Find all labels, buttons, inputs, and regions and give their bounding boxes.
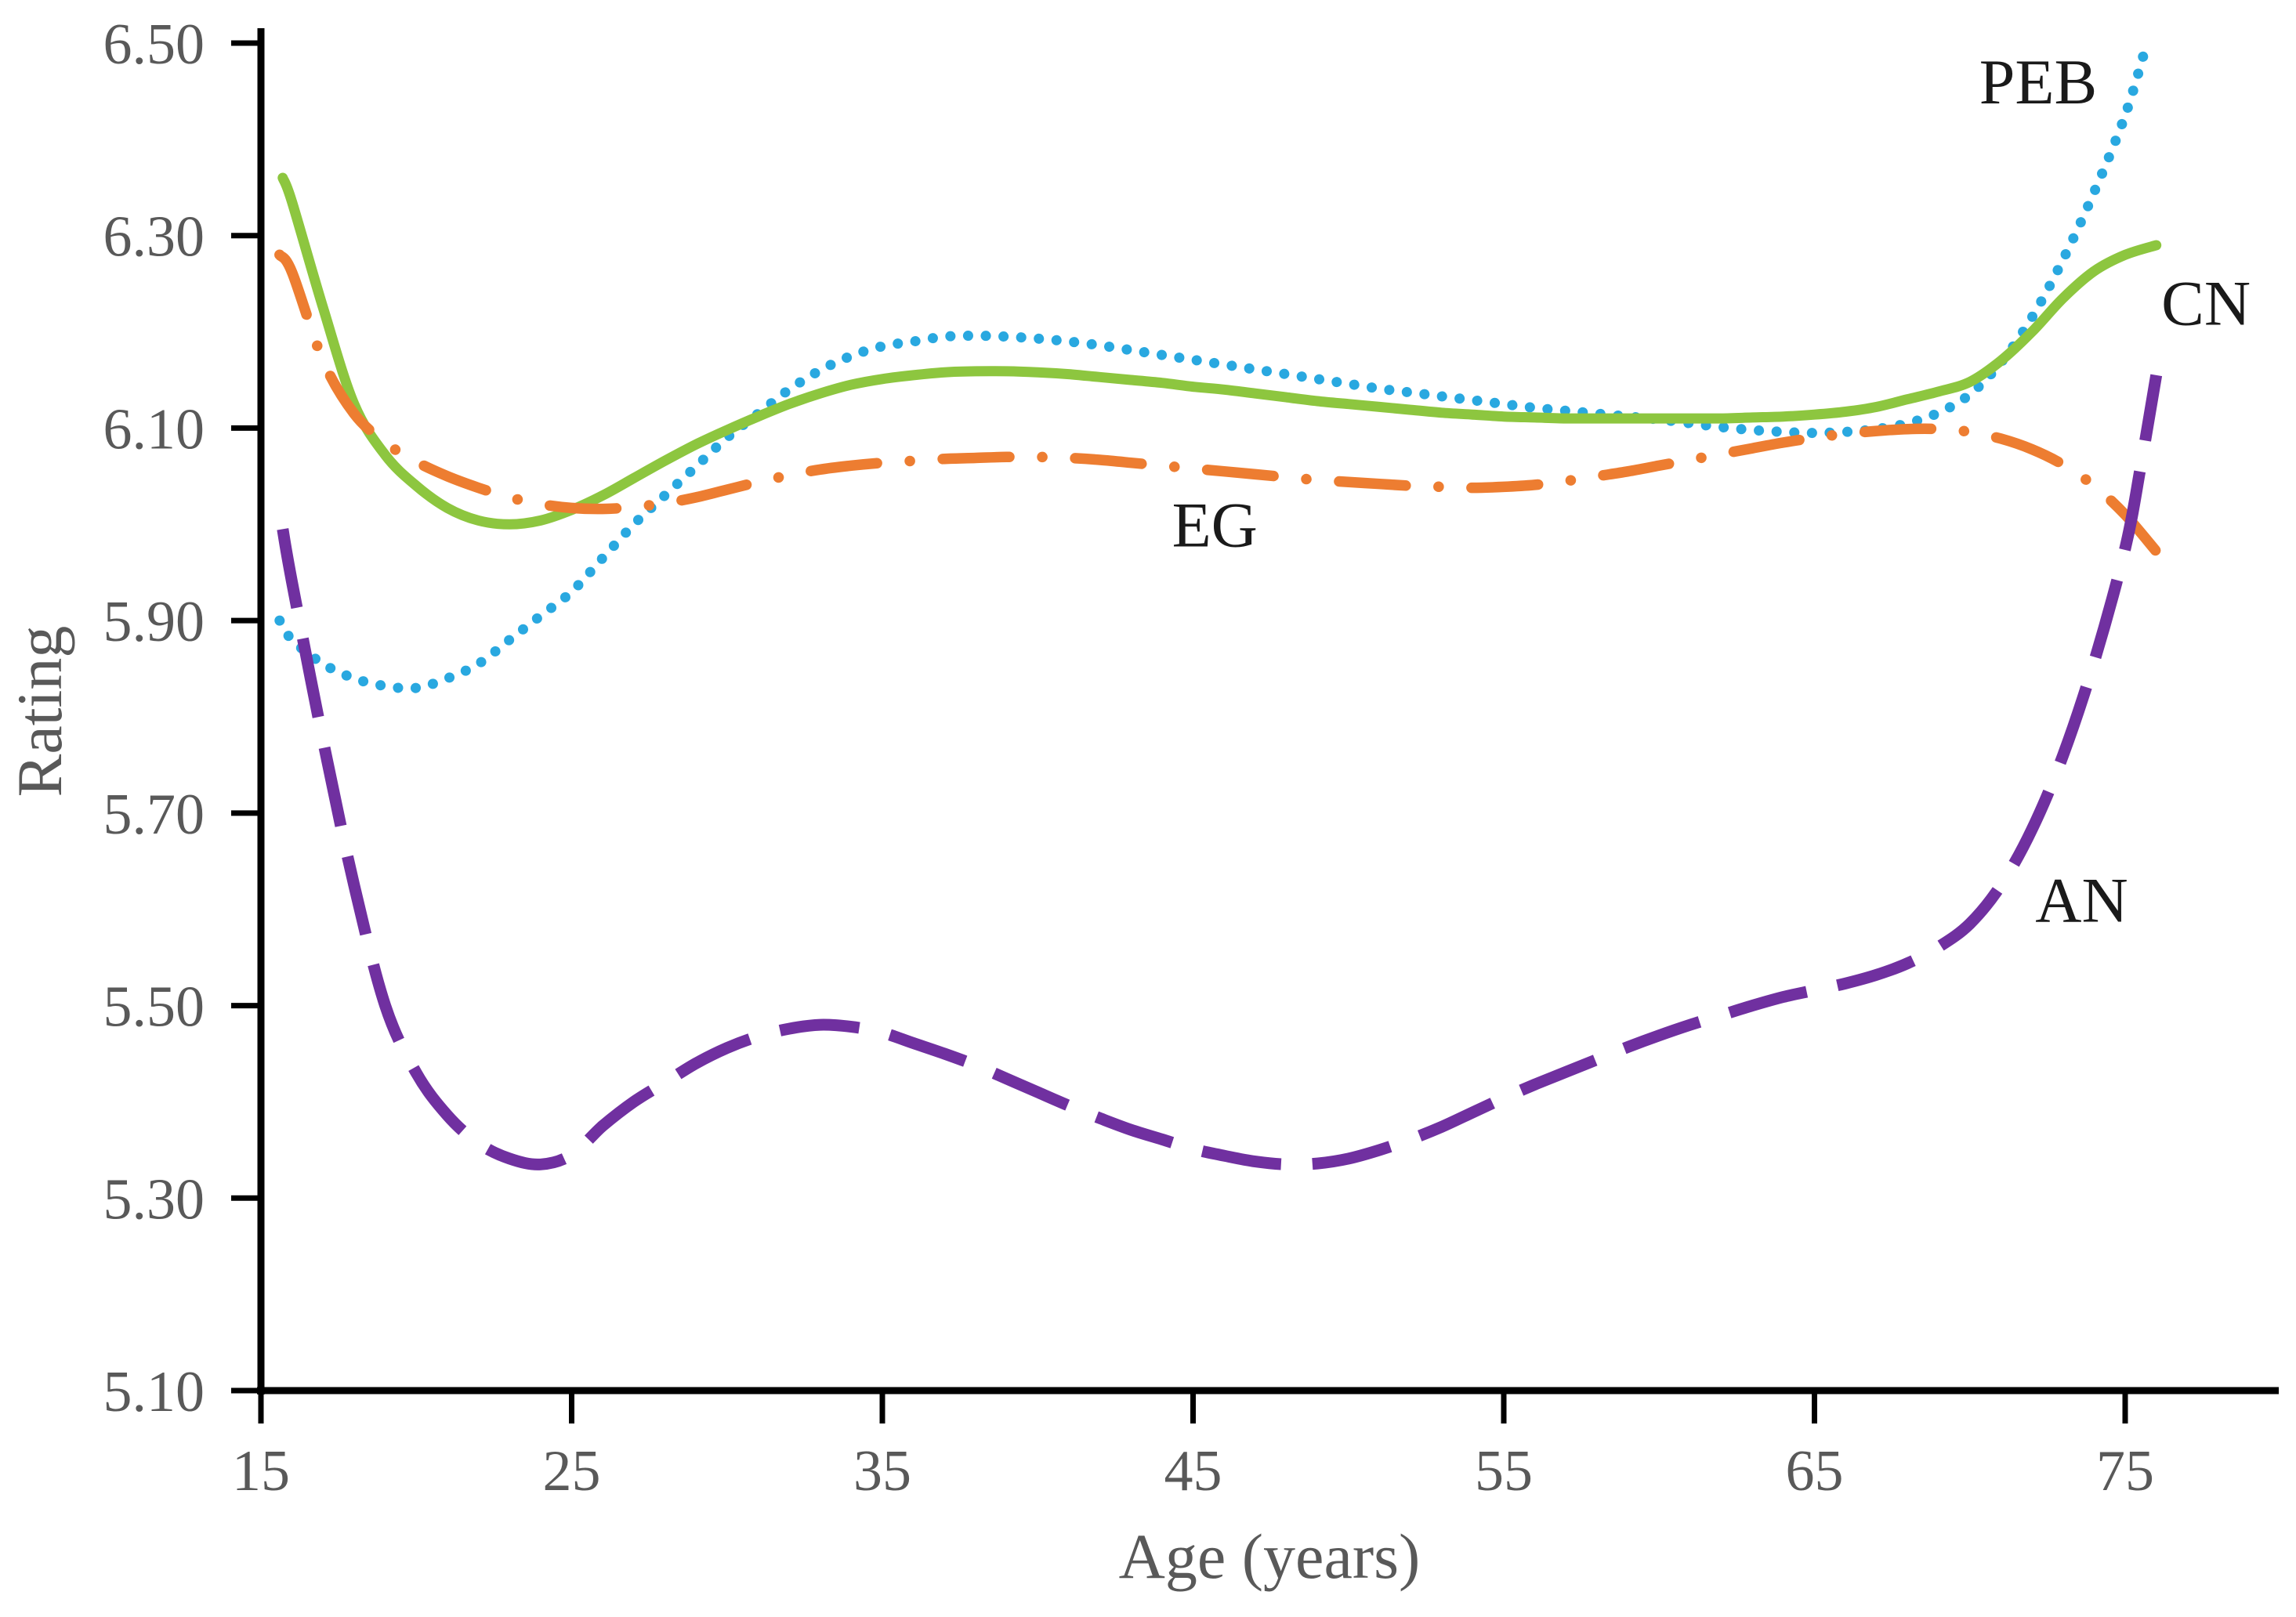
y-axis-title: Rating: [4, 626, 75, 798]
y-tick-label: 5.90: [103, 590, 205, 654]
x-tick-label: 35: [853, 1439, 911, 1503]
x-tick-label: 45: [1164, 1439, 1222, 1503]
y-tick-label: 5.50: [103, 975, 205, 1040]
series-curves: [274, 38, 2163, 1170]
x-tick-label: 75: [2096, 1439, 2154, 1503]
x-tick-label: 15: [232, 1439, 290, 1503]
curve-label-PEB: PEB: [1979, 46, 2097, 118]
curve-label-CN: CN: [2161, 268, 2251, 339]
x-tick-label: 55: [1475, 1439, 1533, 1503]
y-tick-label: 6.10: [103, 397, 205, 461]
axes: [231, 28, 2279, 1423]
y-tick-label: 5.30: [103, 1167, 205, 1232]
series-inline-labels: PEB CN EG AN: [1172, 46, 2251, 935]
y-tick-labels: 5.10 5.30 5.50 5.70 5.90 6.10 6.30 6.50: [103, 13, 205, 1424]
x-tick-labels: 15 25 35 45 55 65 75: [232, 1439, 2154, 1503]
curve-label-AN: AN: [2035, 864, 2128, 935]
curve-EG: [274, 249, 2162, 557]
curve-PEB: [274, 38, 2153, 694]
curve-CN: [277, 172, 2162, 530]
x-tick-label: 65: [1786, 1439, 1844, 1503]
y-tick-label: 5.70: [103, 783, 205, 847]
y-tick-label: 6.30: [103, 205, 205, 270]
curve-label-EG: EG: [1172, 489, 1258, 560]
y-tick-label: 5.10: [103, 1360, 205, 1424]
y-tick-label: 6.50: [103, 13, 205, 77]
curve-AN: [277, 374, 2163, 1170]
x-axis-title: Age (years): [1119, 1521, 1421, 1592]
x-tick-label: 25: [543, 1439, 601, 1503]
